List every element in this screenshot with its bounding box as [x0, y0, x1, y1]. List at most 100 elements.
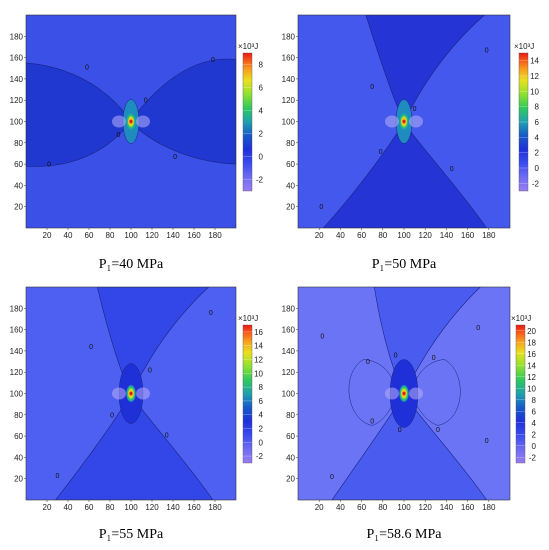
x-tick-label: 60 [357, 231, 366, 240]
x-tick-label: 140 [166, 231, 180, 240]
colorbar-title: ×10³J [514, 42, 534, 51]
y-tick-label: 140 [10, 75, 24, 84]
colorbar-tick-label: 6 [259, 84, 264, 93]
x-tick-label: 140 [440, 503, 454, 512]
x-tick-label: 160 [187, 503, 201, 512]
side-ring [112, 115, 126, 128]
colorbar [242, 324, 253, 464]
contour-label: 0 [144, 98, 148, 105]
y-tick-label: 80 [14, 139, 23, 148]
contour-label: 0 [398, 427, 402, 434]
contour-label: 0 [320, 333, 324, 340]
contour-label: 0 [394, 353, 398, 360]
contour-label: 0 [165, 433, 169, 440]
hotspot-core [129, 119, 133, 124]
x-tick-label: 40 [336, 231, 345, 240]
colorbar-tick-label: 0 [535, 164, 540, 173]
colorbar-tick-label: 16 [527, 350, 536, 359]
x-tick-label: 40 [64, 503, 73, 512]
colorbar-tick-label: 4 [535, 133, 540, 142]
y-tick-label: 80 [286, 139, 295, 148]
x-tick-label: 120 [419, 231, 433, 240]
y-tick-label: 120 [282, 96, 296, 105]
x-tick-label: 60 [85, 231, 94, 240]
contour-label: 0 [211, 57, 215, 64]
hotspot-core [402, 119, 406, 124]
colorbar-tick-label: 10 [527, 384, 536, 393]
colorbar-tick-label: 6 [259, 397, 264, 406]
colorbar-title: ×10³J [238, 42, 258, 51]
contour-label: 0 [330, 474, 334, 481]
x-tick-label: 60 [357, 503, 366, 512]
panel-caption: P₁=58.6 MPa [366, 527, 442, 542]
y-tick-label: 60 [14, 160, 23, 169]
contour-label: 0 [366, 359, 370, 366]
colorbar-tick-label: 14 [254, 342, 263, 351]
y-tick-label: 40 [14, 453, 23, 462]
x-tick-label: 120 [145, 231, 159, 240]
contour-label: 0 [379, 149, 383, 156]
colorbar-tick-label: 10 [530, 87, 539, 96]
y-tick-label: 40 [286, 181, 295, 190]
colorbar-tick-label: 4 [259, 107, 264, 116]
colorbar-title: ×10³J [238, 314, 258, 323]
colorbar-tick-label: 16 [254, 328, 263, 337]
colorbar-tick-label: 8 [535, 103, 540, 112]
contour-label: 0 [85, 65, 89, 72]
colorbar-tick-label: 2 [532, 430, 537, 439]
x-tick-label: 20 [43, 503, 52, 512]
x-tick-label: 20 [315, 503, 324, 512]
y-tick-label: 140 [10, 347, 24, 356]
colorbar-title: ×10³J [511, 314, 531, 323]
contour-label: 0 [173, 154, 177, 161]
x-tick-label: 140 [440, 231, 454, 240]
colorbar-tick-label: -2 [256, 452, 264, 461]
x-tick-label: 100 [397, 503, 411, 512]
x-tick-label: 180 [208, 231, 222, 240]
y-tick-label: 60 [14, 432, 23, 441]
colorbar-tick-label: 6 [532, 407, 537, 416]
x-tick-label: 100 [124, 503, 138, 512]
colorbar-tick-label: -2 [256, 176, 264, 185]
y-tick-label: 20 [286, 475, 295, 484]
x-tick-label: 180 [482, 503, 496, 512]
contour-label: 0 [56, 473, 60, 480]
y-tick-label: 160 [10, 326, 24, 335]
x-tick-label: 80 [106, 231, 115, 240]
y-tick-label: 40 [286, 453, 295, 462]
colorbar-tick-label: 4 [259, 411, 264, 420]
contour-label: 0 [485, 438, 489, 445]
y-tick-label: 120 [282, 368, 296, 377]
colorbar-tick-label: 12 [530, 72, 539, 81]
panel-caption: P₁=40 MPa [99, 257, 164, 272]
hotspot-core [129, 391, 133, 396]
colorbar-tick-label: 12 [527, 373, 536, 382]
y-tick-label: 60 [286, 432, 295, 441]
x-tick-label: 100 [124, 231, 138, 240]
y-tick-label: 80 [14, 411, 23, 420]
side-ring [409, 115, 423, 128]
x-tick-label: 180 [482, 231, 496, 240]
colorbar-tick-label: 20 [527, 327, 536, 336]
colorbar-tick-label: 12 [254, 356, 263, 365]
colorbar-tick-label: 18 [527, 338, 536, 347]
colorbar-tick-label: 8 [259, 383, 264, 392]
y-tick-label: 140 [282, 347, 296, 356]
colorbar-tick-label: 2 [259, 425, 264, 434]
panel-caption: P₁=50 MPa [372, 257, 437, 272]
colorbar-tick-label: 10 [254, 369, 263, 378]
panel-caption: P₁=55 MPa [99, 527, 164, 542]
colorbar-tick-label: 0 [259, 438, 264, 447]
contour-label: 0 [370, 84, 374, 91]
y-tick-label: 180 [10, 304, 24, 313]
contour-label: 0 [148, 368, 152, 375]
y-tick-label: 100 [282, 390, 296, 399]
side-ring [385, 387, 399, 400]
colorbar-tick-label: 2 [535, 149, 540, 158]
right-lobe [412, 359, 461, 426]
x-tick-label: 60 [85, 503, 94, 512]
y-tick-label: 160 [282, 54, 296, 63]
y-tick-label: 80 [286, 411, 295, 420]
